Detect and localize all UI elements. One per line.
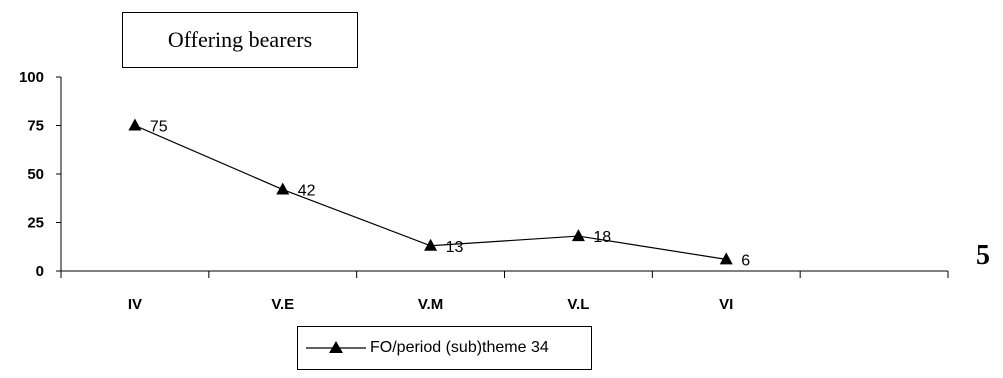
data-point-marker bbox=[571, 229, 585, 242]
x-tick-label: VI bbox=[719, 296, 733, 313]
y-axis: 0 25 50 75 100 bbox=[19, 69, 62, 280]
y-tick-label: 75 bbox=[27, 118, 44, 135]
y-tick-label: 100 bbox=[19, 69, 44, 86]
data-label: 75 bbox=[150, 119, 168, 136]
y-tick-label: 25 bbox=[27, 215, 44, 232]
data-point-marker bbox=[424, 238, 438, 251]
x-tick-label: IV bbox=[128, 296, 142, 313]
legend: FO/period (sub)theme 34 bbox=[297, 326, 592, 370]
series-fo-period: 75 42 13 18 6 bbox=[128, 118, 750, 269]
y-tick-label: 50 bbox=[27, 166, 44, 183]
data-label: 42 bbox=[298, 183, 316, 200]
data-label: 18 bbox=[593, 229, 611, 246]
legend-label: FO/period (sub)theme 34 bbox=[370, 339, 549, 356]
data-label: 6 bbox=[741, 252, 750, 269]
x-tick-label: V.M bbox=[418, 296, 443, 313]
chart-title-text: Offering bearers bbox=[167, 27, 313, 52]
data-label: 13 bbox=[446, 239, 464, 256]
legend-triangle-line-icon bbox=[306, 341, 366, 353]
chart-title: Offering bearers bbox=[122, 12, 358, 68]
data-point-marker bbox=[719, 252, 733, 265]
data-point-marker bbox=[128, 118, 142, 131]
data-point-marker bbox=[276, 182, 290, 195]
y-tick-label: 0 bbox=[36, 263, 44, 280]
x-tick-label: V.E bbox=[271, 296, 294, 313]
page-number: 5 bbox=[976, 240, 990, 271]
x-axis: IV V.E V.M V.L VI bbox=[60, 270, 949, 313]
x-tick-label: V.L bbox=[567, 296, 589, 313]
